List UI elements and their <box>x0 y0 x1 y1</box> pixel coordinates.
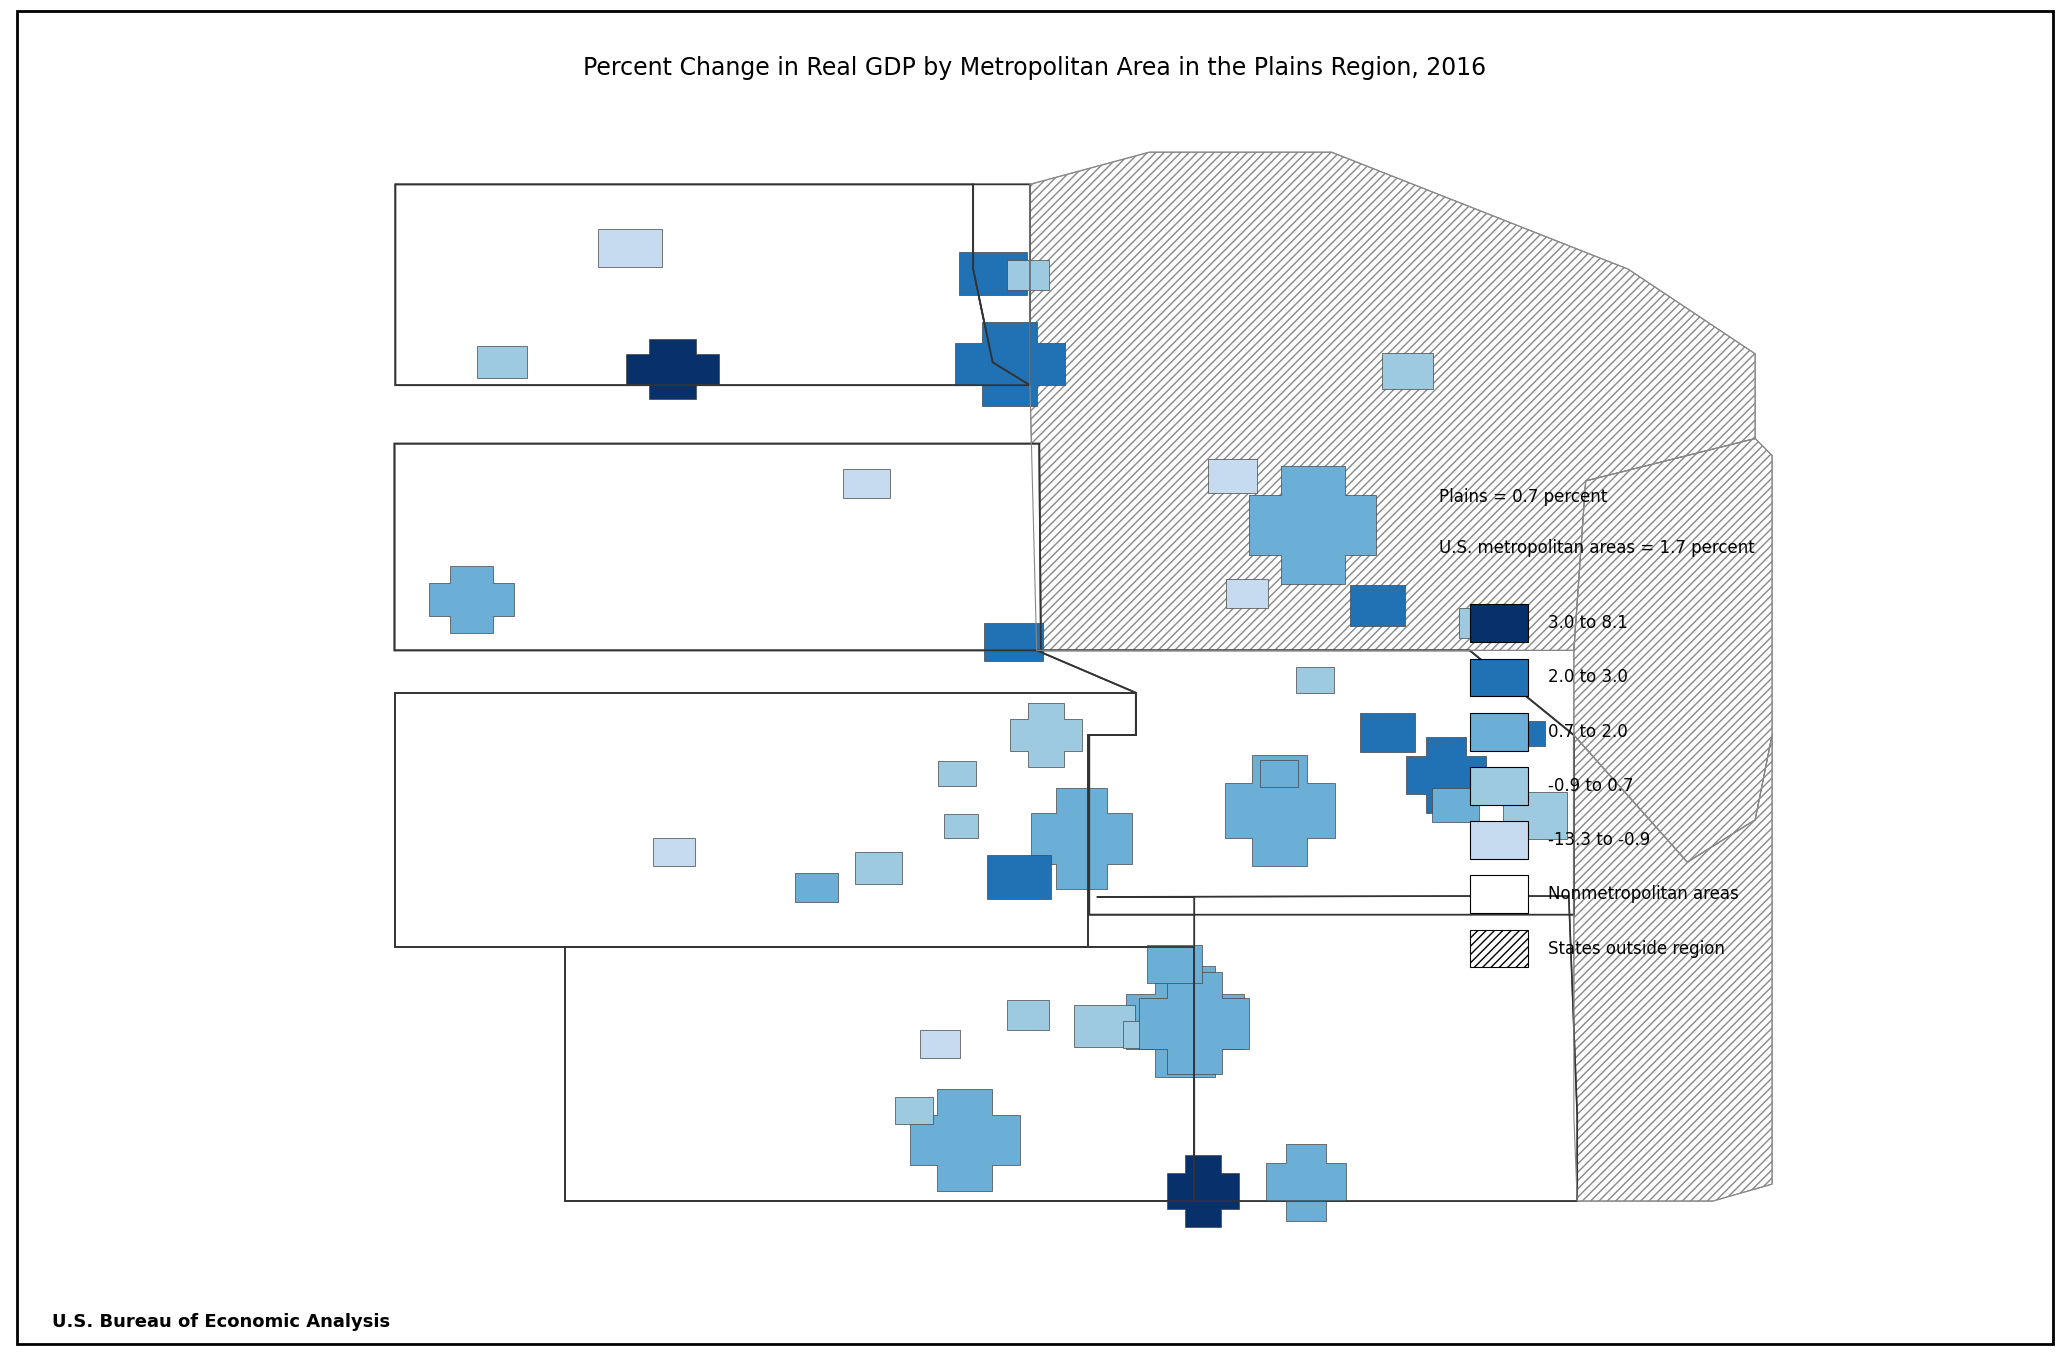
Polygon shape <box>395 692 1136 947</box>
Polygon shape <box>954 321 1064 406</box>
Polygon shape <box>958 252 1027 294</box>
Polygon shape <box>1261 760 1298 787</box>
Polygon shape <box>855 852 903 885</box>
Polygon shape <box>625 339 718 398</box>
Polygon shape <box>1147 944 1203 982</box>
Polygon shape <box>598 229 662 267</box>
Polygon shape <box>1250 466 1377 584</box>
Polygon shape <box>652 839 696 866</box>
Polygon shape <box>1509 721 1544 747</box>
Polygon shape <box>842 469 890 499</box>
Text: 3.0 to 8.1: 3.0 to 8.1 <box>1548 614 1629 633</box>
Polygon shape <box>1031 787 1132 889</box>
Polygon shape <box>476 346 528 378</box>
Polygon shape <box>795 873 838 902</box>
Polygon shape <box>395 184 1031 385</box>
Text: U.S. metropolitan areas = 1.7 percent: U.S. metropolitan areas = 1.7 percent <box>1439 539 1755 557</box>
Polygon shape <box>1267 1145 1346 1221</box>
Text: 2.0 to 3.0: 2.0 to 3.0 <box>1548 668 1629 687</box>
Polygon shape <box>1225 756 1335 866</box>
Title: Percent Change in Real GDP by Metropolitan Area in the Plains Region, 2016: Percent Change in Real GDP by Metropolit… <box>584 56 1486 80</box>
Polygon shape <box>1207 459 1256 493</box>
Polygon shape <box>565 947 1194 1201</box>
Polygon shape <box>894 1096 934 1125</box>
Polygon shape <box>1006 260 1049 290</box>
Text: Plains = 0.7 percent: Plains = 0.7 percent <box>1439 488 1606 505</box>
Polygon shape <box>973 184 1031 385</box>
Polygon shape <box>1360 714 1416 752</box>
Polygon shape <box>1037 650 1573 915</box>
Polygon shape <box>1031 152 1755 650</box>
Polygon shape <box>1167 1154 1238 1226</box>
Polygon shape <box>1225 579 1269 608</box>
Polygon shape <box>1006 1000 1049 1030</box>
Polygon shape <box>1573 736 1772 1201</box>
Polygon shape <box>1459 608 1501 638</box>
Polygon shape <box>428 565 513 633</box>
Polygon shape <box>1097 896 1577 1201</box>
Polygon shape <box>938 760 977 786</box>
Polygon shape <box>1126 966 1244 1076</box>
Text: -13.3 to -0.9: -13.3 to -0.9 <box>1548 831 1650 850</box>
Text: -0.9 to 0.7: -0.9 to 0.7 <box>1548 776 1633 795</box>
Polygon shape <box>1432 789 1478 822</box>
Polygon shape <box>1122 1020 1161 1047</box>
Polygon shape <box>983 623 1043 661</box>
Polygon shape <box>919 1030 960 1058</box>
Polygon shape <box>909 1089 1021 1191</box>
Polygon shape <box>1573 439 1772 862</box>
Polygon shape <box>944 814 979 837</box>
Text: Nonmetropolitan areas: Nonmetropolitan areas <box>1548 885 1739 904</box>
Text: States outside region: States outside region <box>1548 939 1724 958</box>
Polygon shape <box>1350 585 1406 626</box>
Polygon shape <box>1074 1004 1134 1047</box>
Polygon shape <box>1503 793 1567 839</box>
Polygon shape <box>1138 973 1250 1075</box>
Text: 0.7 to 2.0: 0.7 to 2.0 <box>1548 722 1629 741</box>
Polygon shape <box>1383 354 1432 389</box>
Polygon shape <box>1010 703 1083 767</box>
Polygon shape <box>987 855 1052 900</box>
Polygon shape <box>395 443 1041 650</box>
Polygon shape <box>1296 667 1333 692</box>
Polygon shape <box>1406 737 1486 813</box>
Text: U.S. Bureau of Economic Analysis: U.S. Bureau of Economic Analysis <box>52 1313 389 1331</box>
